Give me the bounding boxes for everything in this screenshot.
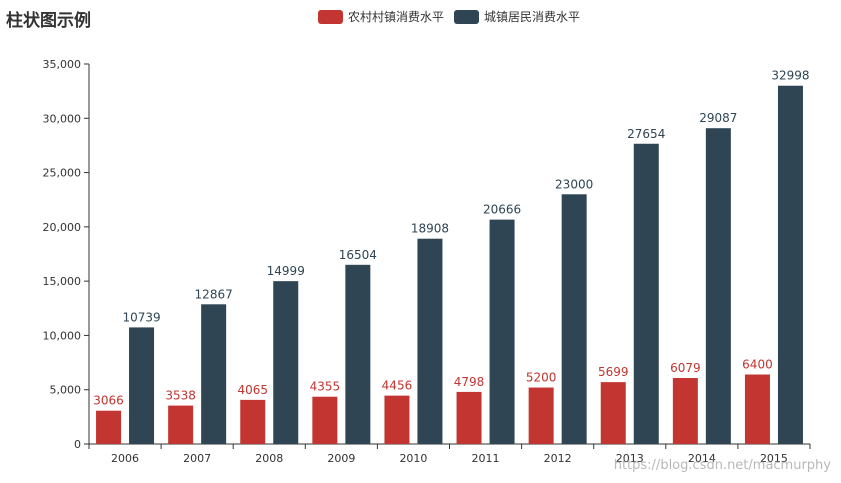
legend-label-rural: 农村村镇消费水平	[348, 10, 445, 24]
y-tick-label: 25,000	[43, 167, 82, 180]
y-tick-label: 5,000	[50, 384, 82, 397]
data-label: 18908	[411, 222, 449, 236]
y-tick-label: 0	[74, 438, 81, 451]
data-label: 32998	[771, 69, 809, 83]
bar-rural	[384, 395, 410, 444]
bar-rural	[744, 374, 770, 444]
data-label: 14999	[267, 264, 305, 278]
data-label: 4798	[454, 375, 485, 389]
bar-rural	[672, 377, 698, 444]
data-label: 6079	[670, 361, 701, 375]
bar-urban	[129, 327, 155, 444]
y-tick-label: 15,000	[43, 275, 82, 288]
x-tick-label: 2007	[183, 452, 211, 465]
data-label: 3538	[165, 389, 196, 403]
legend-swatch-urban	[454, 9, 480, 24]
data-label: 20666	[483, 203, 521, 217]
bar-rural	[456, 391, 482, 444]
data-label: 10739	[122, 310, 160, 324]
y-tick-label: 20,000	[43, 221, 82, 234]
x-tick-label: 2012	[544, 452, 572, 465]
bar-rural	[168, 405, 194, 444]
bar-urban	[273, 281, 299, 444]
bar-urban	[345, 264, 371, 444]
bar-rural	[600, 382, 626, 444]
legend-swatch-rural	[318, 9, 343, 24]
chart-title: 柱状图示例	[6, 11, 91, 31]
x-tick-label: 2009	[327, 452, 355, 465]
legend-item-urban[interactable]: 城镇居民消费水平	[454, 8, 580, 25]
x-tick-label: 2008	[255, 452, 283, 465]
data-label: 6400	[742, 358, 773, 372]
x-tick-label: 2013	[616, 452, 644, 465]
legend: 农村村镇消费水平 城镇居民消费水平	[318, 8, 580, 25]
x-tick-label: 2006	[111, 452, 139, 465]
bar-urban	[633, 143, 659, 444]
bar-urban	[777, 85, 803, 445]
data-label: 16504	[339, 248, 377, 262]
bar-urban	[417, 238, 443, 444]
x-tick-label: 2014	[688, 452, 716, 465]
bar-rural	[528, 387, 554, 444]
data-label: 4355	[310, 380, 341, 394]
bar-urban	[561, 194, 587, 444]
legend-item-rural[interactable]: 农村村镇消费水平	[318, 8, 444, 25]
bar-rural	[96, 410, 122, 444]
data-label: 5699	[598, 365, 629, 379]
data-label: 29087	[699, 111, 737, 125]
data-label: 3066	[93, 394, 124, 408]
data-label: 23000	[555, 177, 593, 191]
bar-urban	[489, 219, 515, 444]
y-tick-label: 10,000	[43, 329, 82, 342]
data-label: 12867	[195, 287, 233, 301]
bar-rural	[240, 399, 266, 444]
y-tick-label: 35,000	[43, 58, 82, 71]
x-tick-label: 2010	[399, 452, 427, 465]
bar-urban	[201, 304, 227, 444]
watermark: https://blog.csdn.net/macmurphy	[613, 458, 831, 473]
data-label: 5200	[526, 371, 557, 385]
legend-label-urban: 城镇居民消费水平	[484, 10, 581, 24]
bar-urban	[705, 128, 731, 444]
y-tick-label: 30,000	[43, 112, 82, 125]
x-tick-label: 2011	[472, 452, 500, 465]
data-label: 4456	[382, 379, 413, 393]
data-label: 4065	[237, 383, 268, 397]
bar-rural	[312, 396, 338, 444]
x-tick-label: 2015	[760, 452, 788, 465]
data-label: 27654	[627, 127, 665, 141]
